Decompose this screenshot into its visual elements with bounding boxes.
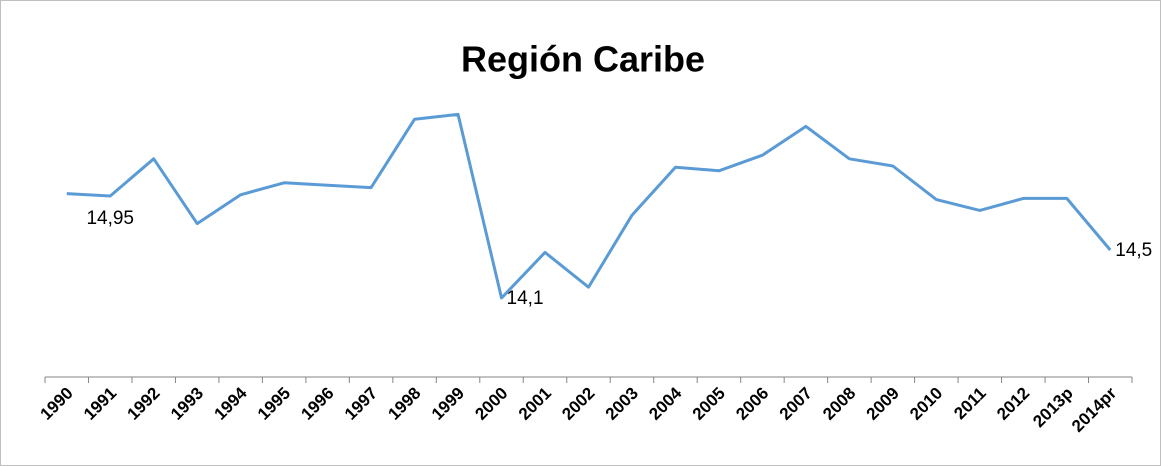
chart-title: Región Caribe xyxy=(461,39,705,80)
data-label: 14,1 xyxy=(507,288,544,309)
data-line xyxy=(66,112,1112,300)
data-label: 14,95 xyxy=(86,208,134,229)
data-label: 14,5 xyxy=(1115,240,1152,261)
